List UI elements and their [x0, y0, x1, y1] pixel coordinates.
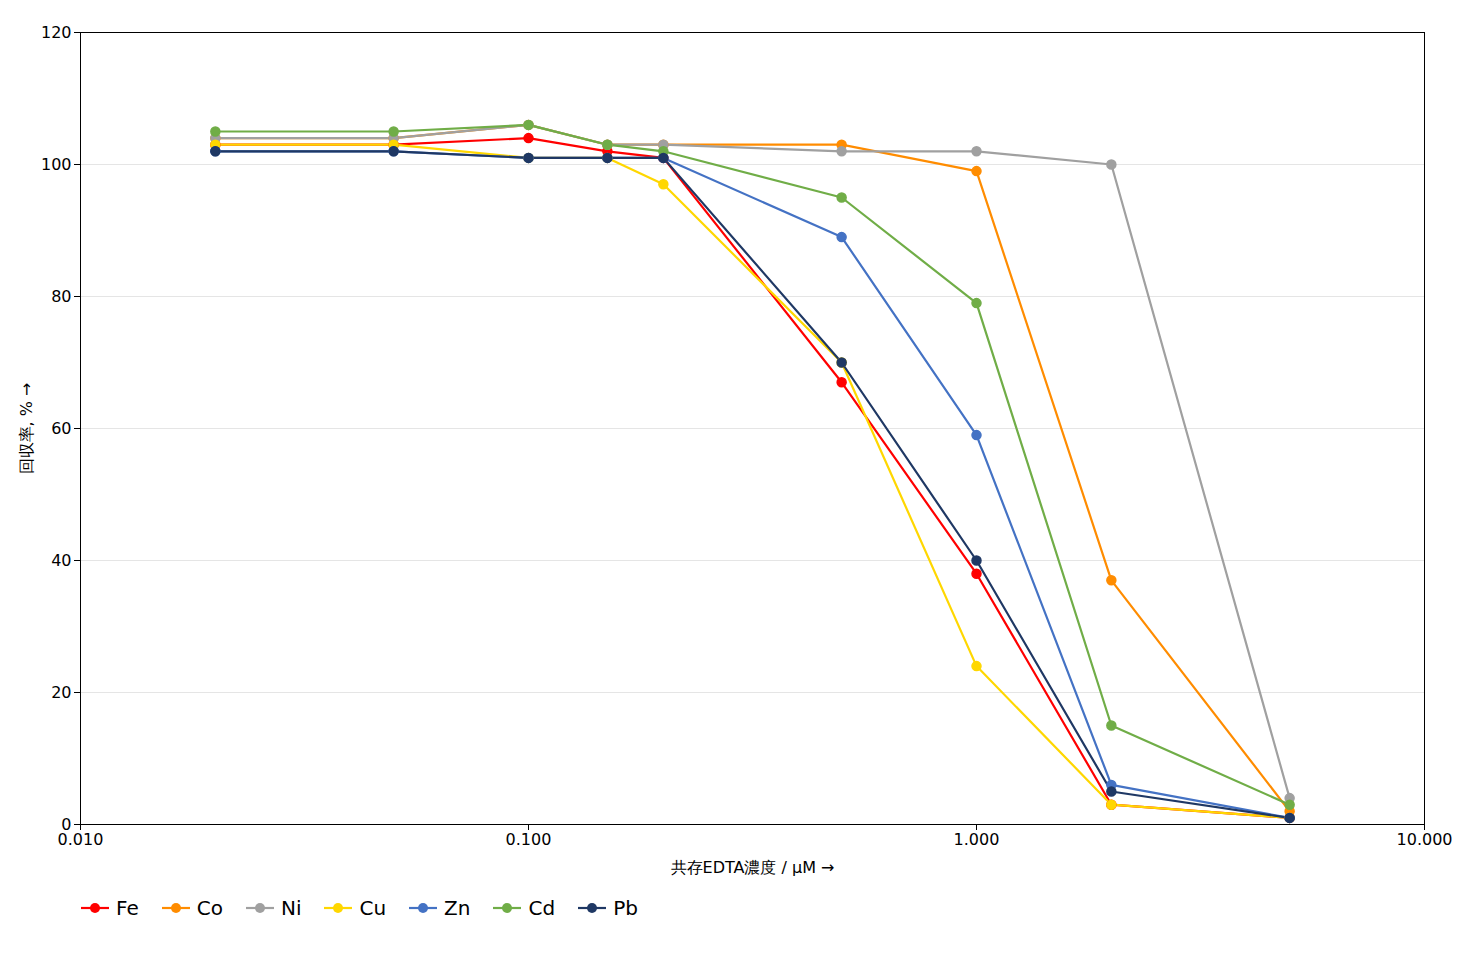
html-text:Ni: Ni — [280, 896, 302, 920]
svg-text:100: 100 — [41, 155, 72, 174]
svg-text:回収率, % →: 回収率, % → — [17, 383, 36, 475]
html-text:Cd: Cd — [528, 896, 556, 920]
html-text:Fe: Fe — [116, 896, 139, 920]
html-text:Pb: Pb — [613, 896, 638, 920]
svg-text:80: 80 — [51, 287, 71, 306]
svg-text:120: 120 — [41, 23, 72, 42]
svg-text:0: 0 — [61, 814, 72, 834]
svg-text:共存EDTA濃度 / μM →: 共存EDTA濃度 / μM → — [671, 858, 835, 877]
svg-text:0.010: 0.010 — [58, 830, 104, 849]
html-text:Cu: Cu — [359, 896, 387, 920]
svg-text:0.100: 0.100 — [506, 830, 552, 849]
svg-text:60: 60 — [51, 419, 71, 438]
html-text:Zn: Zn — [444, 896, 471, 920]
svg-text:1.000: 1.000 — [954, 830, 1000, 849]
html-text:Co: Co — [196, 896, 223, 920]
svg-text:20: 20 — [51, 683, 71, 702]
svg-text:40: 40 — [51, 551, 71, 570]
svg-text:10.000: 10.000 — [1397, 830, 1453, 849]
